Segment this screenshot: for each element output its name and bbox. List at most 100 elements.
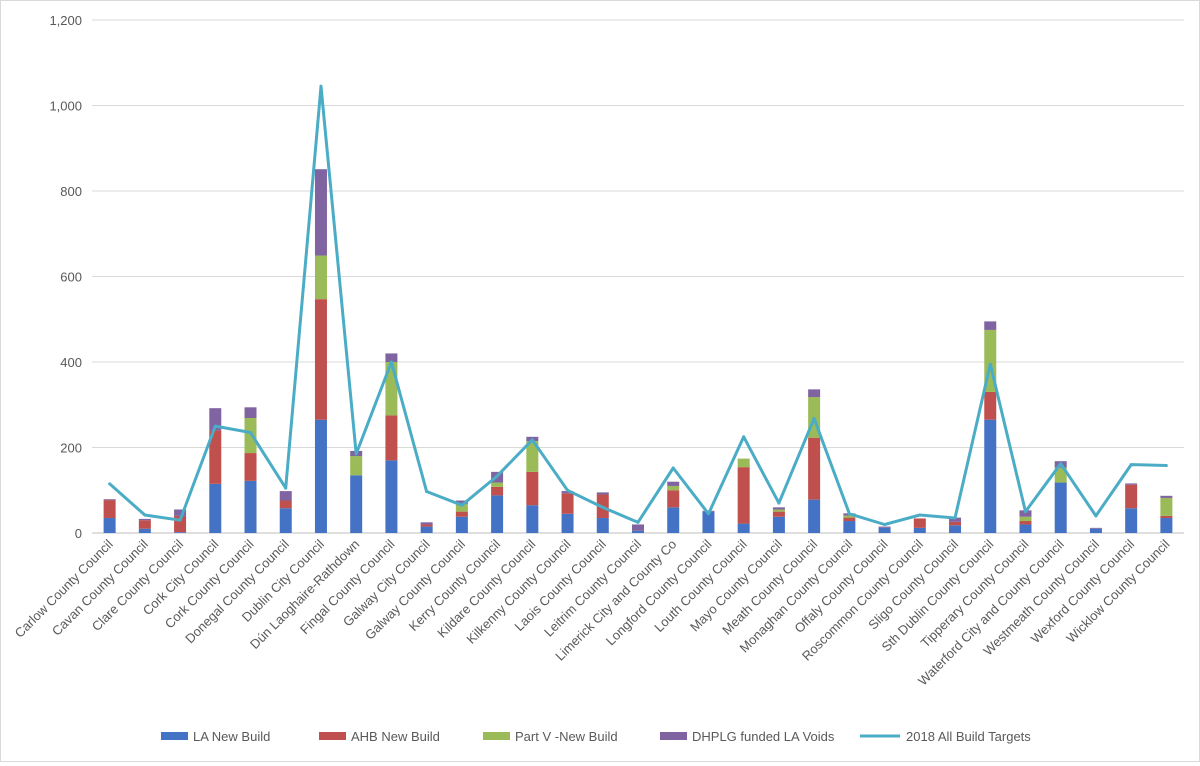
bar-segment <box>491 482 504 487</box>
bar-segment <box>772 516 785 533</box>
target-line-point <box>636 520 640 524</box>
bar-segment <box>878 526 891 528</box>
bar-segment <box>244 418 257 454</box>
target-line-point <box>1129 463 1133 467</box>
bar-segment <box>667 507 680 533</box>
bar-segment <box>561 493 574 514</box>
bar-segment <box>737 458 750 468</box>
bar-segment <box>1054 467 1067 483</box>
bar-segment <box>385 353 398 362</box>
legend-swatch <box>483 732 510 740</box>
target-line-point <box>1164 463 1168 467</box>
target-line-point <box>918 513 922 517</box>
bar-segment <box>596 492 609 495</box>
target-line <box>108 84 1168 526</box>
bar-segment <box>174 532 187 533</box>
target-line-point <box>495 474 499 478</box>
bar-segment <box>984 391 997 420</box>
target-line-point <box>108 482 112 486</box>
bar-segment <box>279 500 292 509</box>
bar-segment <box>244 480 257 533</box>
target-line-point <box>425 490 429 494</box>
bar-segment <box>314 419 327 533</box>
bar-segment <box>174 509 187 516</box>
bar-segment <box>138 518 151 521</box>
y-tick-label: 0 <box>75 526 82 541</box>
bar-segment <box>244 407 257 419</box>
target-line-point <box>143 513 147 517</box>
bar-segment <box>772 507 785 510</box>
bar-segment <box>1019 524 1032 533</box>
y-tick-label: 600 <box>60 270 82 285</box>
bars <box>103 169 1173 533</box>
bar-segment <box>1160 518 1173 533</box>
legend: LA New Build AHB New Build Part V -New Bui… <box>161 729 1031 744</box>
bar-segment <box>420 526 433 533</box>
target-line-point <box>460 503 464 507</box>
bar-segment <box>1089 527 1102 529</box>
target-line-point <box>389 360 393 364</box>
bar-segment <box>632 530 644 533</box>
bar-segment <box>737 467 750 524</box>
target-line-point <box>706 512 710 516</box>
target-line-point <box>601 505 605 509</box>
bar-segment <box>1125 483 1138 485</box>
target-line-point <box>812 416 816 420</box>
bar-segment <box>1054 482 1067 533</box>
legend-label: 2018 All Build Targets <box>906 729 1031 744</box>
bar-segment <box>385 415 398 461</box>
legend-label: AHB New Build <box>351 729 440 744</box>
bar-segment <box>878 527 891 533</box>
target-line-point <box>354 452 358 456</box>
bar-segment <box>1160 515 1173 519</box>
bar-segment <box>667 485 680 491</box>
target-line-point <box>1094 514 1098 518</box>
bar-segment <box>632 524 644 531</box>
target-line-point <box>566 488 570 492</box>
bar-segment <box>984 321 997 330</box>
bar-segment <box>667 490 680 508</box>
bar-segment <box>1160 495 1173 498</box>
target-line-point <box>671 466 675 470</box>
y-tick-label: 1,200 <box>49 13 82 28</box>
target-line-point <box>1059 462 1063 466</box>
bar-segment <box>1019 521 1032 525</box>
y-tick-label: 800 <box>60 184 82 199</box>
bar-segment <box>244 453 257 481</box>
bar-segment <box>279 491 292 501</box>
bar-segment <box>209 430 222 484</box>
legend-swatch <box>660 732 687 740</box>
target-line-point <box>847 512 851 516</box>
bar-segment <box>526 505 539 533</box>
bar-segment <box>843 515 856 518</box>
bar-segment <box>103 500 116 519</box>
bar-segment <box>561 513 574 533</box>
bar-segment <box>702 511 715 533</box>
bar-segment <box>420 522 433 525</box>
bar-segment <box>491 486 504 496</box>
target-line-point <box>249 431 253 435</box>
bar-segment <box>314 255 327 300</box>
target-line-point <box>953 516 957 520</box>
target-line-point <box>530 438 534 442</box>
target-line-point <box>213 424 217 428</box>
target-line-point <box>284 486 288 490</box>
bar-segment <box>526 471 539 506</box>
legend-swatch <box>161 732 188 740</box>
bar-segment <box>209 483 222 533</box>
bar-segment <box>209 408 222 431</box>
legend-swatch <box>319 732 346 740</box>
bar-segment <box>103 518 116 533</box>
y-tick-label: 200 <box>60 441 82 456</box>
target-line-point <box>742 435 746 439</box>
bar-segment <box>350 475 363 533</box>
bar-segment <box>420 524 433 527</box>
bar-segment <box>455 500 468 504</box>
bar-segment <box>984 419 997 533</box>
target-line-point <box>1023 510 1027 514</box>
legend-label: Part V -New Build <box>515 729 618 744</box>
bar-segment <box>138 528 151 533</box>
